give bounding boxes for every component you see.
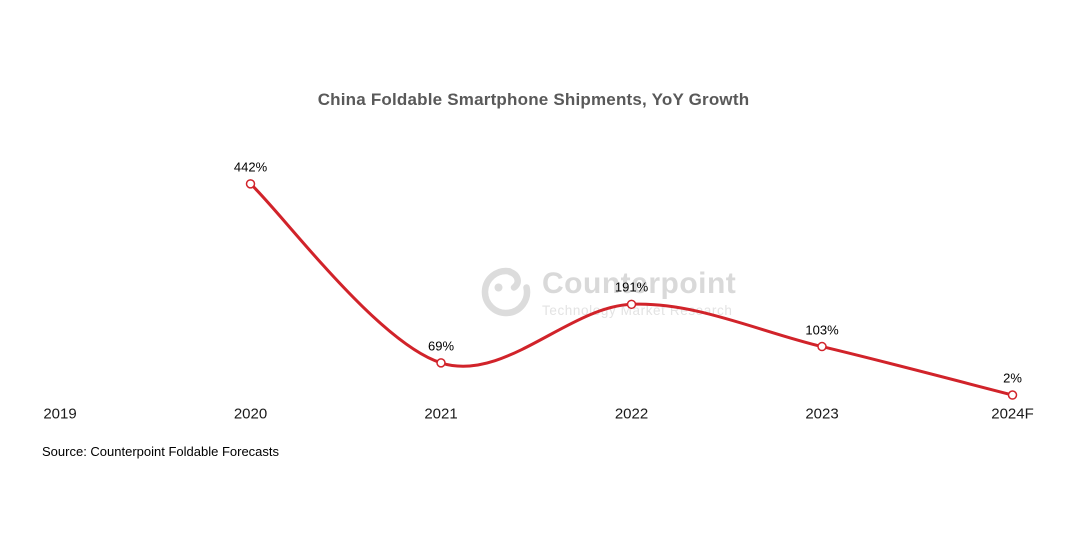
chart-title: China Foldable Smartphone Shipments, YoY… [317,90,750,109]
data-point-marker [817,341,827,352]
x-axis-label-2022: 2022 [614,405,649,423]
x-axis-label-2024f: 2024F [991,405,1034,423]
data-point-marker [626,299,637,310]
x-axis-label-2020: 2020 [233,405,268,423]
data-point-marker [245,179,256,189]
x-axis-label-2023: 2023 [805,405,839,423]
series-line-yoy-growth [249,182,1014,397]
data-label-2022: 191% [614,279,649,295]
x-axis-label-2021: 2021 [424,405,458,423]
data-label-2020: 442% [233,159,268,175]
data-point-marker [1007,390,1018,400]
series-markers [245,179,1018,400]
data-point-marker [436,358,446,368]
x-axis-label-2019: 2019 [43,405,77,423]
source-note: Source: Counterpoint Foldable Forecasts [42,444,280,459]
data-label-2021: 69% [427,338,455,354]
data-label-2023: 103% [805,322,839,338]
data-label-2024f: 2% [1003,370,1022,386]
